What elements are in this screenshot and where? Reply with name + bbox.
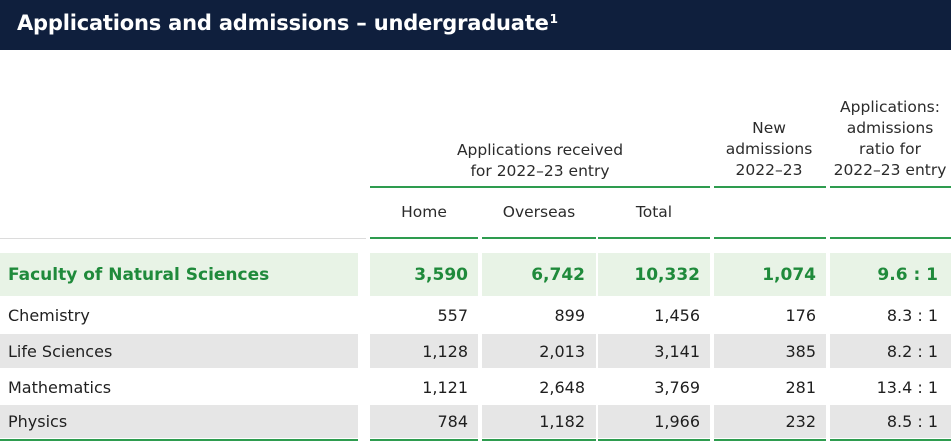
rule-ratio xyxy=(830,237,951,239)
row-label: Life Sciences xyxy=(8,341,113,361)
rule-new-admissions-top xyxy=(714,186,826,188)
cell-home: 784 xyxy=(437,412,468,431)
rule-ratio-top xyxy=(830,186,951,188)
cell-overseas: 2,648 xyxy=(539,377,585,397)
row-label: Physics xyxy=(8,412,68,431)
table-row-faculty: Faculty of Natural Sciences 3,590 6,742 … xyxy=(0,253,951,296)
rule-total xyxy=(598,237,710,239)
cell-overseas: 2,013 xyxy=(539,341,585,361)
rule-overseas xyxy=(482,237,596,239)
cell-new-admissions: 232 xyxy=(785,412,816,431)
table-row: Mathematics 1,121 2,648 3,769 281 13.4 :… xyxy=(0,370,951,404)
cell-overseas: 899 xyxy=(554,305,585,325)
rule-label-column xyxy=(0,238,366,239)
cell-total: 3,769 xyxy=(654,377,700,397)
cell-new-admissions: 176 xyxy=(785,305,816,325)
header-ratio-line-1: Applications: xyxy=(840,98,940,116)
cell-total: 3,141 xyxy=(654,341,700,361)
cell-overseas: 1,182 xyxy=(539,412,585,431)
title-text: Applications and admissions – undergradu… xyxy=(17,11,549,35)
cell-total: 10,332 xyxy=(634,264,700,285)
header-applications-group: Applications received for 2022–23 entry xyxy=(370,140,710,182)
header-ratio-line-3: ratio for xyxy=(859,140,921,158)
header-ratio-line-4: 2022–23 entry xyxy=(833,161,947,179)
table-row: Chemistry 557 899 1,456 176 8.3 : 1 xyxy=(0,298,951,332)
cell-home: 1,128 xyxy=(422,341,468,361)
cell-total: 1,456 xyxy=(654,305,700,325)
header-ratio-line-2: admissions xyxy=(846,119,934,137)
row-label: Chemistry xyxy=(8,305,90,325)
header-total: Total xyxy=(635,203,673,221)
page-title: Applications and admissions – undergradu… xyxy=(17,11,558,35)
cell-new-admissions: 281 xyxy=(785,377,816,397)
cell-home: 557 xyxy=(437,305,468,325)
rule-applications-group xyxy=(370,186,710,188)
header-overseas: Overseas xyxy=(502,203,576,221)
cell-overseas: 6,742 xyxy=(531,264,585,285)
rule-bottom-new xyxy=(714,439,826,441)
rule-bottom-ratio xyxy=(830,439,951,441)
header-new-line-1: New xyxy=(752,119,786,137)
title-footnote: 1 xyxy=(549,12,558,26)
cell-ratio: 9.6 : 1 xyxy=(877,264,938,285)
cell-new-admissions: 1,074 xyxy=(762,264,816,285)
cell-ratio: 8.2 : 1 xyxy=(886,341,938,361)
header-new-line-3: 2022–23 xyxy=(735,161,803,179)
cell-ratio: 8.5 : 1 xyxy=(886,412,938,431)
title-bar: Applications and admissions – undergradu… xyxy=(0,0,951,50)
table-row: Physics 784 1,182 1,966 232 8.5 : 1 xyxy=(0,405,951,438)
header-ratio: Applications: admissions ratio for 2022–… xyxy=(829,97,951,181)
rule-new-admissions xyxy=(714,237,826,239)
rule-home xyxy=(370,237,478,239)
rule-bottom-total xyxy=(598,439,710,441)
row-label: Faculty of Natural Sciences xyxy=(8,264,270,285)
cell-new-admissions: 385 xyxy=(785,341,816,361)
header-new-line-2: admissions xyxy=(725,140,813,158)
rule-bottom-label xyxy=(0,439,358,441)
rule-bottom-home xyxy=(370,439,478,441)
cell-ratio: 13.4 : 1 xyxy=(876,377,938,397)
header-applications-line-1: Applications received xyxy=(456,141,624,159)
table-row: Life Sciences 1,128 2,013 3,141 385 8.2 … xyxy=(0,334,951,368)
header-applications-line-2: for 2022–23 entry xyxy=(470,162,610,180)
header-home: Home xyxy=(401,203,447,221)
header-new-admissions: New admissions 2022–23 xyxy=(712,118,826,181)
cell-ratio: 8.3 : 1 xyxy=(886,305,938,325)
cell-total: 1,966 xyxy=(654,412,700,431)
cell-home: 1,121 xyxy=(422,377,468,397)
row-label: Mathematics xyxy=(8,377,112,397)
cell-home: 3,590 xyxy=(414,264,468,285)
rule-bottom-overseas xyxy=(482,439,596,441)
